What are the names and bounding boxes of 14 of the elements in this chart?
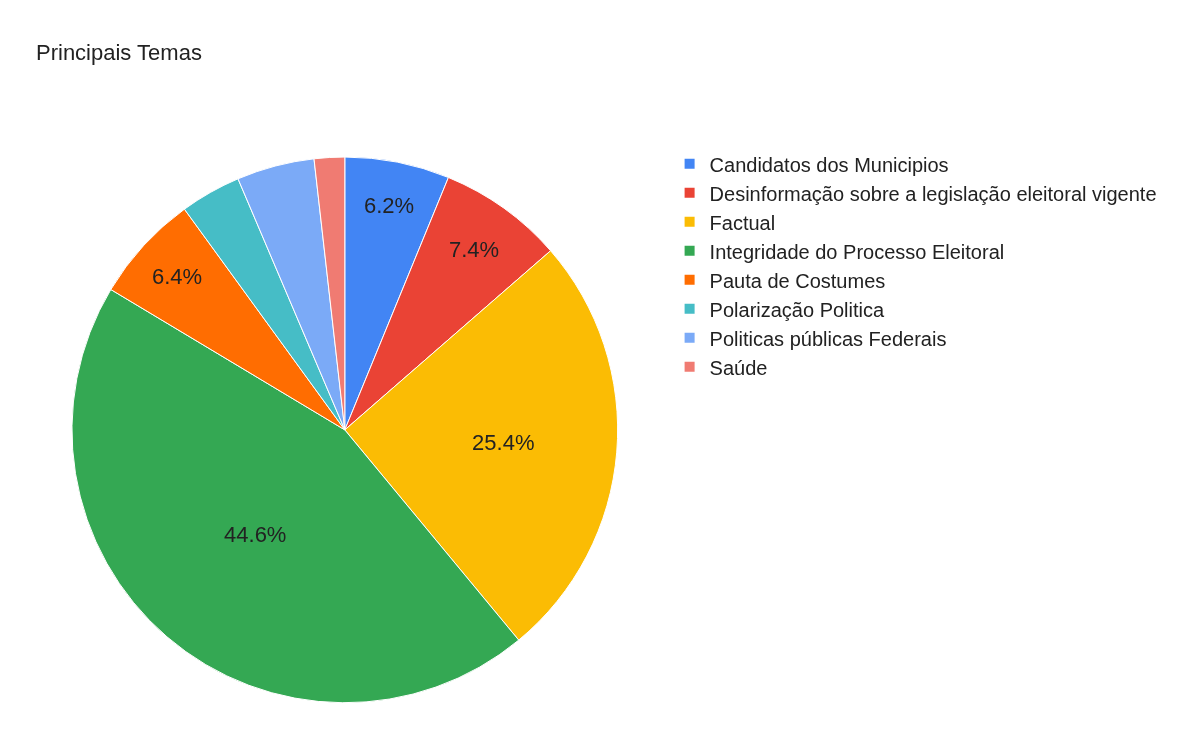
data-label: 6.4% <box>151 263 203 289</box>
legend-label: Politicas públicas Federais <box>709 327 947 350</box>
data-label: 7.4% <box>448 237 500 263</box>
data-label: 44.6% <box>224 521 287 547</box>
legend-label: Factual <box>709 211 776 234</box>
legend-label: Candidatos dos Municipios <box>709 153 949 176</box>
legend-label: Polarização Politica <box>709 298 886 321</box>
legend-label: Pauta de Costumes <box>709 269 886 292</box>
legend-label: Saúde <box>709 356 768 379</box>
data-label: 25.4% <box>472 430 535 456</box>
legend-label: Integridade do Processo Eleitoral <box>709 240 1005 263</box>
data-label: 6.2% <box>363 193 415 219</box>
chart-title: Principais Temas <box>36 39 202 65</box>
legend-label: Desinformação sobre a legislação eleitoral vigente <box>709 182 1157 205</box>
